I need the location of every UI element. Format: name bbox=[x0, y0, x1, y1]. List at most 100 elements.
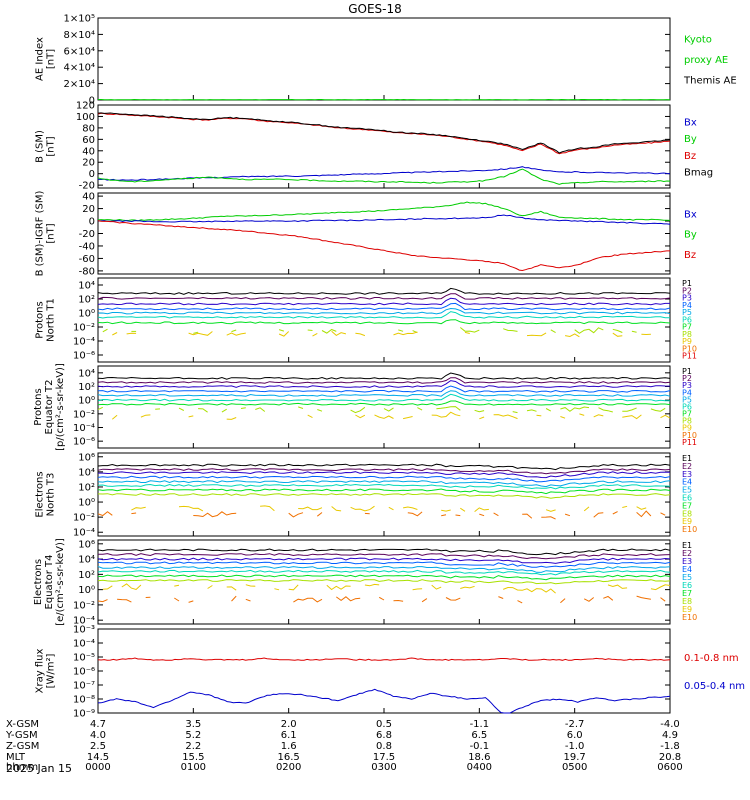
legend-entry: E4 bbox=[682, 565, 692, 574]
series-line-pe-7 bbox=[97, 406, 104, 411]
y-tick-label: 10⁴ bbox=[78, 281, 95, 292]
panel-frame-ae bbox=[97, 17, 671, 101]
y-tick-label: 10⁴ bbox=[78, 368, 95, 379]
series-line-pn-8 bbox=[312, 332, 318, 337]
y-axis-label: B (SM)-IGRF (SM) bbox=[35, 191, 46, 277]
x-row-label: X-GSM bbox=[6, 719, 39, 730]
series-line-pe-8 bbox=[493, 414, 518, 420]
y-tick-label: 0 bbox=[89, 96, 95, 107]
x-column-value: 6.0 bbox=[567, 730, 583, 741]
series-line-ee-9 bbox=[421, 598, 428, 603]
x-column-value: 6.1 bbox=[281, 730, 297, 741]
y-axis-label: [W/m²] bbox=[46, 653, 57, 688]
series-line-pe-0 bbox=[97, 372, 671, 380]
series-line-pe-8 bbox=[593, 414, 604, 418]
panel-ae: 1×10⁵ 8×10⁴ 6×10⁴ 4×10⁴ 2×10⁴ 0 AE Index [nT] Ky… bbox=[35, 14, 737, 107]
legend-entry: Bz bbox=[684, 151, 696, 162]
y-tick-label: 10⁻⁴ bbox=[73, 337, 95, 348]
series-line-pn-7 bbox=[102, 328, 108, 333]
series-line-ee-9 bbox=[560, 598, 566, 604]
x-column-value: -0.1 bbox=[470, 741, 490, 752]
series-line-en-8 bbox=[350, 505, 375, 512]
y-tick-label: 4×10⁴ bbox=[64, 63, 95, 74]
series-line-pn-8 bbox=[355, 332, 366, 337]
series-line-pe-7 bbox=[622, 407, 637, 412]
x-column-value: 1.6 bbox=[281, 741, 297, 752]
series-line-en-8 bbox=[403, 506, 418, 510]
series-line-pn-7 bbox=[278, 329, 285, 332]
y-tick-label: 10⁻⁶ bbox=[73, 351, 95, 362]
legend-entry: P6 bbox=[682, 402, 692, 411]
y-tick-label: 0 bbox=[89, 169, 95, 180]
legend-entry: P1 bbox=[682, 279, 692, 288]
series-line-pe-2 bbox=[97, 380, 671, 388]
legend-entry: E8 bbox=[682, 509, 692, 518]
series-line-ee-8 bbox=[412, 588, 423, 591]
series-line-ee-9 bbox=[445, 597, 461, 601]
series-line-pe-7 bbox=[545, 408, 552, 412]
legend-entry: E5 bbox=[682, 486, 692, 495]
series-line-ee-7 bbox=[97, 579, 671, 585]
y-axis-label: North T3 bbox=[46, 473, 57, 517]
series-line-en-9 bbox=[288, 512, 304, 518]
series-line-pe-8 bbox=[307, 414, 313, 419]
series-line-pn-8 bbox=[112, 332, 118, 336]
legend-entry: E9 bbox=[682, 517, 692, 526]
series-line-pe-7 bbox=[560, 406, 590, 412]
x-column-value: -1.8 bbox=[660, 741, 680, 752]
legend-entry: Bx bbox=[684, 118, 697, 129]
x-column-value: -1.0 bbox=[565, 741, 585, 752]
legend-entry: P4 bbox=[682, 388, 692, 397]
series-line-pe-8 bbox=[660, 414, 671, 419]
series-line-en-8 bbox=[388, 506, 394, 511]
series-line-pn-0 bbox=[97, 287, 671, 295]
legend-entry: E1 bbox=[682, 454, 692, 463]
series-line-pe-7 bbox=[221, 408, 227, 413]
series-line-pn-2 bbox=[97, 297, 670, 306]
series-line-pe-7 bbox=[512, 411, 518, 414]
legend-entry: E9 bbox=[682, 605, 692, 614]
y-axis-label: Protons bbox=[33, 388, 44, 425]
legend-entry: P3 bbox=[682, 294, 692, 303]
series-line-pe-8 bbox=[188, 415, 194, 418]
y-axis-label: [nT] bbox=[46, 223, 57, 243]
series-line-ee-8 bbox=[207, 585, 213, 589]
series-line-pe-7 bbox=[350, 406, 366, 414]
y-tick-label: -60 bbox=[79, 254, 95, 265]
y-axis-label: AE Index bbox=[35, 37, 46, 81]
y-tick-label: 10⁻⁷ bbox=[73, 681, 95, 692]
series-line-en-9 bbox=[97, 511, 113, 517]
series-line-en-3 bbox=[97, 475, 671, 483]
legend-entry: By bbox=[684, 134, 697, 145]
x-column-value: 4.9 bbox=[662, 730, 678, 741]
legend-entry: P8 bbox=[682, 417, 692, 426]
series-line-ee-2 bbox=[97, 557, 671, 564]
x-column-value: 4.0 bbox=[90, 730, 106, 741]
series-line-en-8 bbox=[583, 506, 590, 512]
panel-frame-bsm bbox=[97, 104, 671, 189]
y-axis-label: Equator T4 bbox=[44, 555, 55, 610]
x-column-value: 0100 bbox=[181, 762, 206, 773]
series-line-bsm-2 bbox=[97, 166, 671, 181]
series-line-en-8 bbox=[474, 507, 489, 512]
y-tick-label: 10⁶ bbox=[78, 452, 95, 463]
panel-xray: 10⁻³ 10⁻⁴ 10⁻⁵ 10⁻⁶ 10⁻⁷ 10⁻⁸ 10⁻⁹ Xray flux [W/… bbox=[35, 625, 746, 720]
series-line-pn-7 bbox=[321, 328, 337, 334]
x-column-value: 2.0 bbox=[281, 719, 297, 730]
series-line-ee-8 bbox=[274, 588, 280, 591]
series-line-ee-9 bbox=[636, 595, 651, 600]
y-axis-label: B (SM) bbox=[35, 130, 46, 163]
legend-entry: E1 bbox=[682, 541, 692, 550]
series-line-pn-4 bbox=[97, 307, 671, 315]
x-row-label: hhmm bbox=[6, 762, 38, 773]
series-line-en-8 bbox=[131, 506, 146, 511]
legend-entry: E8 bbox=[682, 597, 692, 606]
legend-entry: Bz bbox=[684, 250, 696, 261]
series-line-ee-1 bbox=[97, 553, 671, 560]
panel-pe: 10⁴ 10² 10⁰ 10⁻² 10⁻⁴ 10⁻⁶ Protons Equator T2 [p… bbox=[33, 363, 697, 451]
series-line-ee-9 bbox=[293, 597, 323, 603]
series-line-ee-8 bbox=[121, 583, 142, 591]
y-tick-label: 10² bbox=[78, 482, 95, 493]
series-line-en-8 bbox=[622, 505, 628, 508]
series-line-bigrf-1 bbox=[98, 214, 671, 225]
